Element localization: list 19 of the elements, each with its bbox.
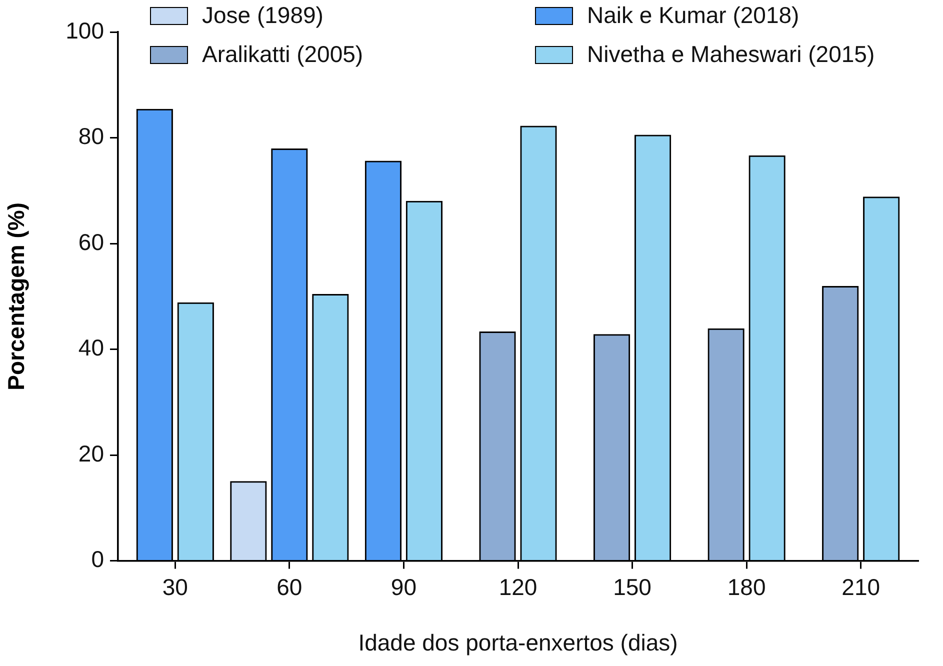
y-tick-label: 0 <box>91 546 104 572</box>
y-tick-label: 60 <box>78 228 104 255</box>
x-tick-label: 180 <box>727 574 766 600</box>
y-tick-label: 100 <box>66 17 104 44</box>
y-tick-label: 40 <box>78 334 104 361</box>
legend-label: Aralikatti (2005) <box>202 41 364 68</box>
legend-label: Naik e Kumar (2018) <box>587 2 800 29</box>
y-axis-title: Porcentagem (%) <box>3 202 30 390</box>
legend-label: Nivetha e Maheswari (2015) <box>587 41 875 68</box>
y-tick-label: 80 <box>78 123 104 150</box>
x-tick-label: 210 <box>842 574 880 600</box>
x-tick-label: 30 <box>162 574 188 600</box>
x-tick-label: 120 <box>498 574 538 600</box>
legend-label: Jose (1989) <box>202 2 324 29</box>
x-tick-label: 90 <box>390 574 417 600</box>
y-tick-label: 20 <box>78 440 104 466</box>
x-tick-label: 150 <box>613 574 652 600</box>
x-tick-label: 60 <box>276 574 302 600</box>
x-axis-title: Idade dos porta-enxertos (dias) <box>358 630 678 656</box>
